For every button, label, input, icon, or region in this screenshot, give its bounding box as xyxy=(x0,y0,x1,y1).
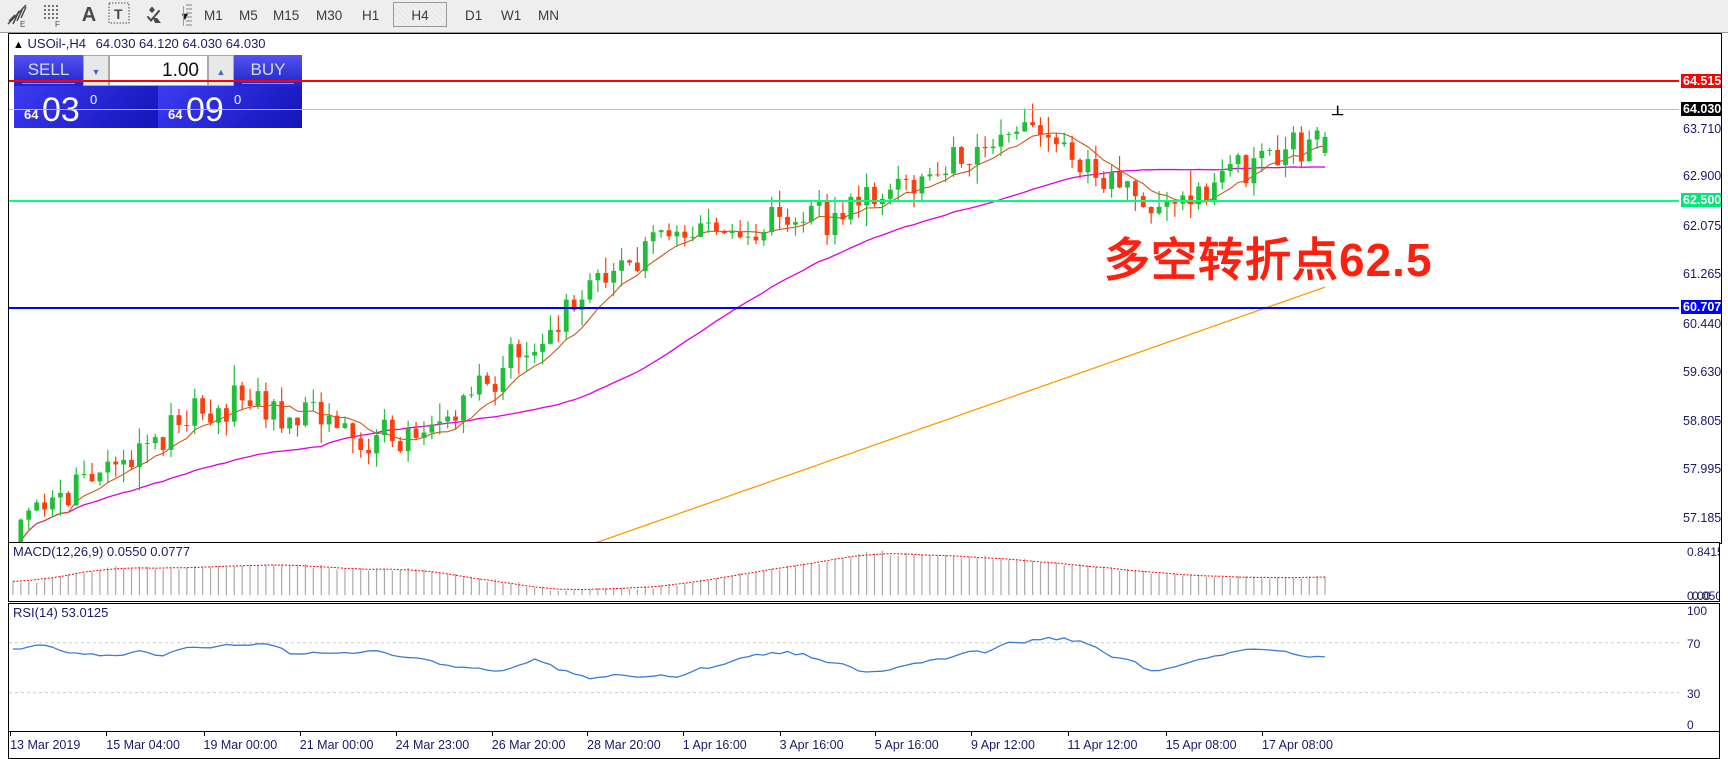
svg-text:F: F xyxy=(55,20,60,28)
svg-text:T: T xyxy=(114,6,123,22)
svg-text:E: E xyxy=(20,20,25,28)
